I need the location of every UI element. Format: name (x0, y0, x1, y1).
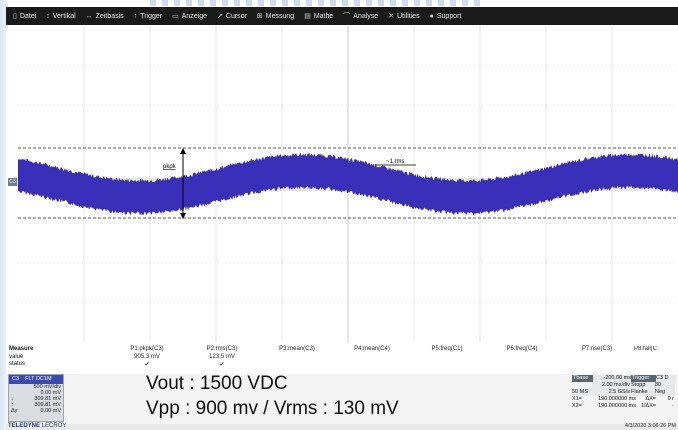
cursor-icon: ↗ (217, 13, 223, 20)
annotation-vout: Vout : 1500 VDC (146, 373, 288, 394)
menu-messung[interactable]: ⊞ Messung (256, 12, 295, 21)
menu-mathe[interactable]: ▤ Mathe (304, 12, 334, 21)
channel-c3-header: C3 FLT DC1M (9, 375, 63, 384)
param-p5-name[interactable]: P5:freq(C1) (431, 346, 463, 352)
param-p1-name[interactable]: P1:pkpk(C3) (130, 346, 164, 352)
trigger-icon: ↑ (133, 12, 138, 20)
bottom-panel: C3 FLT DC1M 500 mV/div 0.00 mV ↓ 309.81 m… (6, 374, 678, 424)
channel-vdiv: 500 mV/div (33, 384, 61, 390)
pkpk-arrow-top (180, 148, 186, 154)
timebase-panel[interactable]: Tbase -200.00 msTrigger C3 D 2.00 ms/divSt… (572, 375, 678, 417)
menu-datei[interactable]: ▯ Datei (13, 12, 37, 21)
measure-value-label: value (9, 354, 24, 360)
pkpk-arrow-bottom (180, 213, 186, 219)
datetime-readout: 4/3/2020 3:06:26 PM (624, 423, 676, 429)
param-p2-name[interactable]: P2:rms(C3) (206, 346, 238, 352)
param-p6-name[interactable]: P6:freq(C4) (506, 346, 538, 352)
channel-c3-box[interactable]: C3 FLT DC1M 500 mV/div 0.00 mV ↓ 309.81 m… (8, 374, 64, 422)
channel-delta-y: Δy 0.00 mV (11, 408, 61, 414)
channel-cursor-1: ↓ 309.81 mV (11, 396, 61, 402)
param-p7-name[interactable]: P7:rise(C3) (581, 346, 613, 352)
annotation-vpp-vrms: Vpp : 900 mv / Vrms : 130 mV (146, 398, 399, 419)
top-decoration (150, 0, 480, 6)
menu-vertikal[interactable]: ↕ Vertikal (46, 12, 76, 20)
timebase-row-5: X2= 190.000000 ms 1/ΔX= - (572, 403, 674, 409)
left-edge-strip (0, 0, 6, 430)
pkpk-label: pkpk (163, 164, 177, 170)
menu-zeitbasis[interactable]: ↔ Zeitbasis (85, 12, 124, 20)
timebase-row-2: 2.00 ms/divStopp 80 (572, 382, 678, 389)
timebase-row-4: X1= 190.000000 ms ΔX= 0 r (572, 396, 674, 402)
brand-logo: TELEDYNE LECROY (8, 423, 67, 429)
param-p2-value: 123.5 mV (209, 354, 235, 360)
menu-cursor[interactable]: ↗ Cursor (217, 12, 247, 21)
vertical-icon: ↕ (46, 12, 50, 20)
analysis-icon: ⌒ (343, 13, 351, 20)
param-p8-name[interactable]: P8:fall(C (634, 346, 658, 352)
param-p1-value: 905.3 mV (134, 354, 160, 360)
file-icon: ▯ (13, 13, 17, 20)
menu-anzeige[interactable]: ▭ Anzeige (172, 12, 208, 21)
menu-utilities[interactable]: ✕ Utilities (388, 12, 420, 21)
timebase-row-1: Tbase -200.00 msTrigger C3 D (572, 375, 678, 382)
channel-offset-marker[interactable]: C3 (8, 178, 17, 186)
math-icon: ▤ (304, 13, 311, 20)
support-icon: ● (429, 12, 434, 20)
waveform-grid[interactable]: pkpk ~1 rms (18, 26, 678, 342)
scope-display: pkpk ~1 rms (18, 26, 678, 342)
param-p4-name[interactable]: P4:mean(C4) (354, 346, 390, 352)
footer-bar: TELEDYNE LECROY 4/3/2020 3:06:26 PM (6, 423, 678, 430)
menu-analyse[interactable]: ⌒ Analyse (343, 12, 379, 21)
param-p1-status-icon: ✔ (144, 362, 150, 368)
display-icon: ▭ (172, 13, 179, 20)
rms-label: ~1 rms (386, 159, 405, 165)
menu-support[interactable]: ● Support (429, 12, 462, 20)
measure-title: Measure (9, 346, 34, 352)
param-p3-name[interactable]: P3:mean(C3) (279, 346, 315, 352)
menu-trigger[interactable]: ↑ Trigger (133, 12, 163, 20)
measure-icon: ⊞ (256, 13, 263, 20)
channel-cursor-2: ↑ 309.81 mV (11, 402, 61, 408)
timebase-icon: ↔ (85, 12, 93, 20)
measure-table: Measure value status P1:pkpk(C3) 905.3 m… (6, 346, 678, 374)
menu-bar: ▯ Datei ↕ Vertikal ↔ Zeitbasis ↑ Trigger ▭ An… (6, 7, 678, 25)
channel-offset: 0.00 mV (40, 390, 61, 396)
timebase-row-3: 50 MS 2.5 GS/sFlanke Neg (572, 389, 678, 396)
param-p2-status-icon: ✔ (219, 362, 225, 368)
measure-status-label: status (9, 361, 26, 367)
utilities-icon: ✕ (388, 13, 395, 20)
